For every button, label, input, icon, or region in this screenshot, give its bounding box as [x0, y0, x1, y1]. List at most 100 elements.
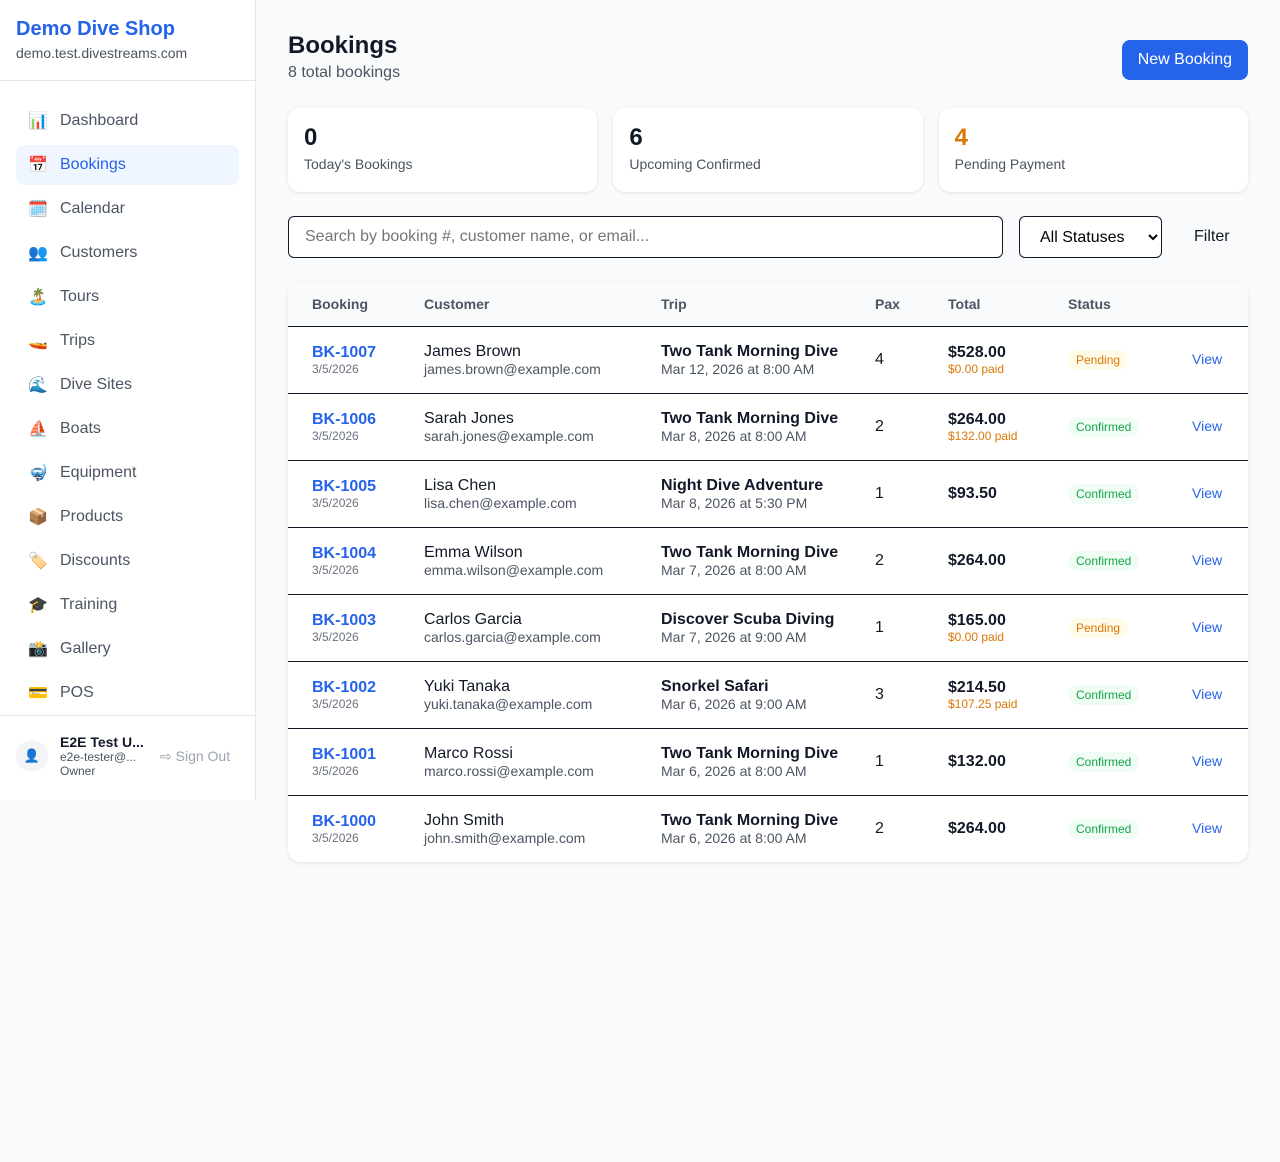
sidebar-item-discounts[interactable]: 🏷️ Discounts [16, 541, 239, 581]
trip-time: Mar 7, 2026 at 8:00 AM [661, 561, 807, 578]
customer-email: yuki.tanaka@example.com [424, 695, 593, 712]
column-header: Pax [851, 282, 924, 327]
column-header: Trip [637, 282, 851, 327]
booking-link[interactable]: BK-1002 [312, 678, 377, 696]
search-input[interactable] [288, 216, 1003, 258]
action-cell: View [1168, 527, 1248, 595]
bookings-table: Booking Customer Trip Pax Total Status BK-100… [288, 282, 1248, 862]
sidebar-item-tours[interactable]: 🏝️ Tours [16, 277, 239, 317]
sidebar-item-equipment[interactable]: 🤿 Equipment [16, 453, 239, 493]
table-row: BK-1002 3/5/2026 Yuki Tanaka yuki.tanaka@ex… [288, 661, 1248, 729]
booking-link[interactable]: BK-1003 [312, 611, 377, 629]
total-amount: $528.00 [948, 343, 1006, 361]
booking-link[interactable]: BK-1007 [312, 343, 377, 361]
filters: All Statuses Filter [288, 216, 1248, 258]
stat-label: Pending Payment [954, 156, 1066, 172]
equipment-icon: 🤿 [28, 465, 48, 482]
sidebar-item-label: Bookings [60, 156, 126, 173]
user-email: e2e-tester@... [60, 750, 137, 764]
sidebar-item-products[interactable]: 📦 Products [16, 497, 239, 537]
sidebar-item-label: Equipment [60, 464, 137, 481]
stat-value: 0 [304, 124, 318, 151]
status-badge: Confirmed [1068, 751, 1140, 772]
booking-date: 3/5/2026 [312, 562, 359, 577]
status-select[interactable]: All Statuses [1019, 216, 1162, 258]
pax-cell: 1 [851, 460, 924, 528]
customer-cell: James Brown james.brown@example.com [400, 326, 637, 394]
user-role: Owner [60, 764, 96, 778]
sidebar-item-gallery[interactable]: 📸 Gallery [16, 629, 239, 669]
booking-cell: BK-1004 3/5/2026 [288, 527, 400, 595]
customer-name: Carlos Garcia [424, 610, 522, 628]
filter-button[interactable]: Filter [1194, 228, 1230, 245]
column-header: Status [1044, 282, 1168, 327]
status-cell: Pending [1044, 594, 1168, 662]
customer-email: marco.rossi@example.com [424, 762, 594, 779]
customer-cell: Yuki Tanaka yuki.tanaka@example.com [400, 661, 637, 729]
view-link[interactable]: View [1192, 350, 1223, 367]
new-booking-button[interactable]: New Booking [1121, 40, 1248, 80]
status-cell: Confirmed [1044, 527, 1168, 595]
page-subtitle: 8 total bookings [288, 64, 401, 81]
trip-name: Two Tank Morning Dive [661, 744, 839, 762]
view-link[interactable]: View [1192, 752, 1223, 769]
sign-out-label: Sign Out [175, 747, 231, 764]
trip-cell: Two Tank Morning Dive Mar 8, 2026 at 8:00… [637, 393, 851, 461]
view-link[interactable]: View [1192, 618, 1223, 635]
trips-icon: 🚤 [28, 333, 48, 350]
sidebar-item-boats[interactable]: ⛵ Boats [16, 409, 239, 449]
view-link[interactable]: View [1192, 484, 1223, 501]
sidebar-item-customers[interactable]: 👥 Customers [16, 233, 239, 273]
trip-cell: Snorkel Safari Mar 6, 2026 at 9:00 AM [637, 661, 851, 729]
trip-name: Snorkel Safari [661, 677, 769, 695]
sidebar-item-dive-sites[interactable]: 🌊 Dive Sites [16, 365, 239, 405]
booking-link[interactable]: BK-1006 [312, 410, 377, 428]
stat-card: 0 Today's Bookings [288, 108, 598, 192]
trip-name: Two Tank Morning Dive [661, 409, 839, 427]
sidebar-item-label: Tours [60, 288, 100, 305]
calendar-icon: 🗓️ [28, 201, 48, 218]
dashboard-icon: 📊 [28, 113, 48, 130]
shop-name[interactable]: Demo Dive Shop [16, 18, 175, 40]
view-link[interactable]: View [1192, 551, 1223, 568]
sidebar-item-calendar[interactable]: 🗓️ Calendar [16, 189, 239, 229]
paid-amount: $0.00 paid [948, 361, 1005, 376]
status-badge: Pending [1068, 349, 1129, 370]
trip-name: Two Tank Morning Dive [661, 543, 839, 561]
sidebar-item-bookings[interactable]: 📅 Bookings [16, 145, 239, 185]
customer-cell: John Smith john.smith@example.com [400, 795, 637, 862]
booking-link[interactable]: BK-1000 [312, 812, 377, 830]
main-content: Bookings 8 total bookings New Booking 0 T… [288, 32, 1248, 862]
sign-out-button[interactable]: ⇨ Sign Out [160, 748, 230, 765]
total-cell: $264.00 [924, 527, 1044, 595]
trip-cell: Night Dive Adventure Mar 8, 2026 at 5:30 … [637, 460, 851, 528]
total-amount: $93.50 [948, 484, 997, 502]
page-title: Bookings [288, 32, 398, 59]
customer-cell: Sarah Jones sarah.jones@example.com [400, 393, 637, 461]
sidebar-item-pos[interactable]: 💳 POS [16, 673, 239, 713]
sidebar-item-dashboard[interactable]: 📊 Dashboard [16, 101, 239, 141]
boats-icon: ⛵ [28, 421, 48, 438]
table-row: BK-1005 3/5/2026 Lisa Chen lisa.chen@exampl… [288, 460, 1248, 528]
view-link[interactable]: View [1192, 819, 1223, 836]
sidebar-item-label: Products [60, 508, 124, 525]
booking-link[interactable]: BK-1005 [312, 477, 377, 495]
view-link[interactable]: View [1192, 685, 1223, 702]
booking-link[interactable]: BK-1004 [312, 544, 377, 562]
sidebar-item-trips[interactable]: 🚤 Trips [16, 321, 239, 361]
trip-name: Two Tank Morning Dive [661, 342, 839, 360]
customer-name: Lisa Chen [424, 476, 497, 494]
dive-sites-icon: 🌊 [28, 377, 48, 394]
total-cell: $93.50 [924, 460, 1044, 528]
status-badge: Confirmed [1068, 684, 1140, 705]
view-link[interactable]: View [1192, 417, 1223, 434]
column-header: Total [924, 282, 1044, 327]
user-name: E2E Test U... [60, 734, 144, 750]
sidebar-item-training[interactable]: 🎓 Training [16, 585, 239, 625]
trip-time: Mar 7, 2026 at 9:00 AM [661, 628, 807, 645]
status-badge: Confirmed [1068, 550, 1140, 571]
trip-time: Mar 6, 2026 at 8:00 AM [661, 829, 807, 846]
bookings-icon: 📅 [28, 157, 48, 174]
booking-link[interactable]: BK-1001 [312, 745, 377, 763]
trip-name: Two Tank Morning Dive [661, 811, 839, 829]
